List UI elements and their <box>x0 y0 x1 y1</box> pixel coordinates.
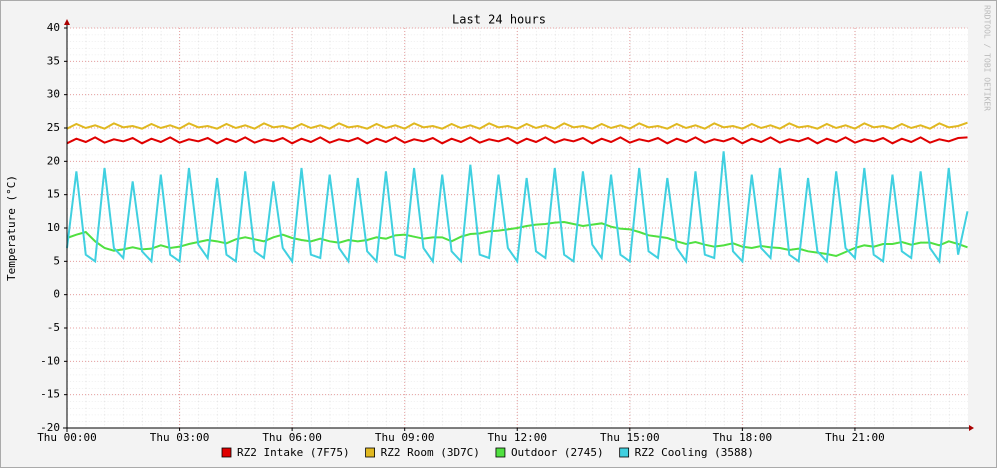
x-tick-label: Thu 06:00 <box>262 431 322 444</box>
legend-label: Outdoor (2745) <box>511 446 604 459</box>
series-line <box>66 136 968 145</box>
y-tick-label: 30 <box>47 88 60 101</box>
y-tick-label: -10 <box>40 354 60 367</box>
series-line <box>66 151 969 265</box>
axes: -20 -15 -10 -5 0 5 10 15 20 25 30 35 40 Thu 00:00 Thu … <box>37 19 974 444</box>
legend-label: RZ2 Room (3D7C) <box>381 446 480 459</box>
y-tick-label: -5 <box>47 321 60 334</box>
chart-title: Last 24 hours <box>452 13 546 27</box>
legend-swatch <box>365 447 375 458</box>
y-tick-label: -20 <box>40 421 60 434</box>
y-tick-label: 25 <box>47 121 60 134</box>
legend-swatch <box>619 447 630 458</box>
series-line <box>66 121 968 130</box>
y-tick-label: 5 <box>53 254 60 267</box>
legend-swatch <box>221 447 232 458</box>
legend-label: RZ2 Intake (7F75) <box>237 446 350 459</box>
x-tick-label: Thu 21:00 <box>825 431 885 444</box>
x-tick-label: Thu 15:00 <box>600 431 660 444</box>
y-tick-label: 0 <box>53 288 60 301</box>
x-tick-label: Thu 18:00 <box>713 431 773 444</box>
y-tick-label: 10 <box>47 221 60 234</box>
legend-swatch <box>495 447 506 458</box>
x-tick-label: Thu 03:00 <box>150 431 210 444</box>
x-tick-label: Thu 12:00 <box>487 431 547 444</box>
y-tick-label: 20 <box>47 154 60 167</box>
x-tick-label: Thu 09:00 <box>375 431 435 444</box>
x-arrow <box>969 425 974 431</box>
legend: RZ2 Intake (7F75) RZ2 Room (3D7C) Outdoor … <box>221 446 754 459</box>
y-tick-label: 15 <box>47 188 60 201</box>
watermark: RRDTOOL / TOBI OETIKER <box>983 5 992 111</box>
y-tick-label: 40 <box>47 21 60 34</box>
y-tick-label: 35 <box>47 54 60 67</box>
x-tick-label: Thu 00:00 <box>37 431 97 444</box>
y-arrow <box>64 19 70 25</box>
y-axis-label: Temperature (°C) <box>5 175 18 281</box>
y-tick-label: -15 <box>40 388 60 401</box>
legend-label: RZ2 Cooling (3588) <box>635 446 754 459</box>
lines <box>66 121 969 265</box>
